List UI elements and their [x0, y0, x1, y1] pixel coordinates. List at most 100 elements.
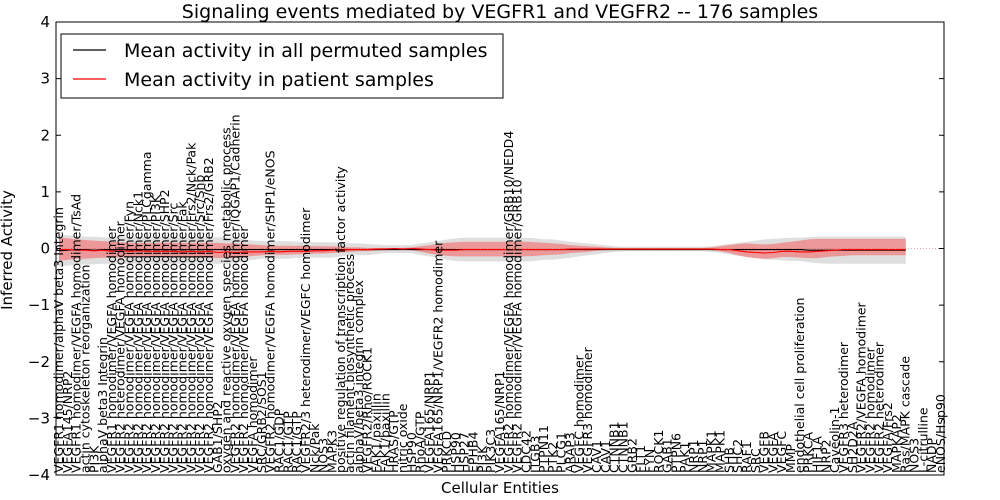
category-label: VEGFA165/NRP1 — [421, 371, 436, 473]
category-label: FAK1/paxillin — [369, 393, 384, 473]
y-tick-label: −4 — [28, 466, 50, 484]
category-label: PI3K — [474, 445, 489, 473]
category-label: EPHB4 — [466, 432, 481, 473]
category-label: oxygen and reactive oxygen species metab… — [219, 127, 234, 473]
category-label: VEGFR2 homodimer/VEGFA homodimer/PLCgamm… — [139, 151, 154, 473]
category-label: VEGFA homodimer — [245, 356, 260, 473]
category-label: VEGFR2 homodimer/VEGFA homodimer/Fyn — [122, 201, 137, 473]
category-label: VEGFR2/3 heterodimer/VEGFC homodimer — [298, 207, 313, 473]
category-label: CDC42 — [519, 430, 534, 473]
category-label: FAK1/paxillin — [377, 393, 392, 473]
category-label: RAF1 — [739, 441, 754, 473]
category-label: VEGFR2 homodimer — [862, 346, 877, 473]
category-label: HSP90 — [448, 432, 463, 473]
category-label: MAPK3 — [324, 430, 339, 473]
category-label: HSP27 — [457, 432, 472, 473]
category-label: VEGFR2 homodimer/VEGFA homodimer — [236, 226, 251, 473]
category-label: VEGFA165/NRP1/VEGFR2 homodimer — [430, 240, 445, 473]
category-label: RAC1/GTP — [289, 411, 304, 473]
category-label: VEGFR1 homodimer/VEGFA homodimer — [104, 226, 119, 473]
category-label: VEGFR2/VEGFA homodimer — [854, 301, 869, 473]
category-label: ITGB3 — [527, 435, 542, 473]
x-axis-label: Cellular Entities — [441, 479, 559, 497]
legend-label-patient: Mean activity in patient samples — [124, 69, 434, 91]
category-label: VEGFA/Frs2 — [880, 402, 895, 473]
chart-title: Signaling events mediated by VEGFR1 and … — [182, 1, 818, 23]
category-label: actin filament biosynthetic process — [342, 254, 357, 473]
legend-label-permuted: Mean activity in all permuted samples — [124, 40, 487, 62]
category-label: VEGFR2 homodimer/VEGFA homodimer/Fak — [175, 201, 190, 473]
category-label: Caveolin-1 — [827, 407, 842, 473]
category-label: CAV1 — [598, 440, 613, 473]
category-label: VEGFR2 homodimer/VEGFA homodimer/GRB10/N… — [501, 131, 516, 473]
category-label: VEGFR2 homodimer/VEGFA homodimer/Src — [166, 203, 181, 473]
category-label: MAPK1 — [713, 430, 728, 473]
category-label: FYN — [642, 449, 657, 473]
category-label: CAV1 — [589, 440, 604, 473]
category-label: eNOS/Hsp90 — [933, 394, 948, 473]
category-label: GAB1 — [660, 438, 675, 473]
category-label: ARAP3 — [563, 432, 578, 473]
category-label: VEGFC homodimer — [571, 354, 586, 473]
category-label: VEGFR2 homodimer/VEGFA homodimer/IQGAP1/… — [227, 114, 242, 473]
y-axis-label: Inferred Activity — [0, 190, 16, 310]
category-label: Nck/Pak — [307, 423, 322, 473]
category-label: NOS3 — [316, 438, 331, 473]
category-label: VEGFA — [765, 432, 780, 473]
plot-frame — [55, 21, 945, 476]
category-label: VEGFR2 homodimer/VEGFA homodimer/GRB10 — [510, 179, 525, 473]
category-label: VEGFR1 homodimer/alphaV beta3 Integrin — [51, 207, 66, 473]
legend-box — [60, 33, 504, 99]
category-label: PIK3C3 — [483, 429, 498, 473]
category-label: VEGFR2 homodimer/VEGFA homodimer/Src/Shb — [192, 175, 207, 473]
category-label: CTNNB1 — [607, 421, 622, 473]
category-label: SHB — [721, 447, 736, 473]
y-tick-label: −3 — [28, 409, 50, 427]
category-label: VEGFC — [774, 431, 789, 473]
category-label: PLCG1 — [554, 432, 569, 473]
patient-mean-line — [59, 247, 906, 254]
category-label: NRP2 — [818, 439, 833, 473]
category-label: HIF1A — [810, 436, 825, 473]
category-label: VEGFA145/NRP2 — [60, 371, 75, 473]
category-label: alphaV/beta3 integrin complex — [351, 280, 366, 473]
category-label: NOS3 — [907, 438, 922, 473]
category-labels: VEGFR1 homodimer/alphaV beta3 IntegrinVE… — [51, 114, 948, 473]
category-label: PRKCD — [439, 431, 454, 473]
category-label: CTNNB1 — [616, 421, 631, 473]
category-label: VEGFA165/NRP1 — [492, 371, 507, 473]
category-label: VEGFR2 heterodimer/VEGFA homodimer — [113, 220, 128, 473]
category-label: MMP — [783, 443, 798, 473]
category-label: RAC1/GDP — [272, 408, 287, 473]
category-label: positive regulation of transcription fac… — [333, 166, 348, 473]
category-label: Ras/MAPK cascade — [898, 356, 913, 473]
category-label: GAB1/SHP2 — [210, 401, 225, 473]
y-tick-label: 1 — [40, 183, 50, 201]
category-label: SH2D2A — [845, 421, 860, 473]
category-label: PTPN6 — [668, 433, 683, 473]
category-label: NADP — [924, 437, 939, 473]
category-label: PRKCA — [801, 432, 816, 473]
category-label: endothelial cell proliferation — [792, 298, 807, 473]
y-tick-label: −2 — [28, 353, 50, 371]
category-label: ROCK1 — [651, 430, 666, 473]
category-label: SRC/GRB2/SOS1 — [254, 371, 269, 473]
category-label: MAPKAP2 — [889, 414, 904, 473]
category-label: RAC1/GTP — [280, 411, 295, 473]
category-label: SHC2 — [730, 439, 745, 473]
category-label: GRB2 — [624, 438, 639, 473]
category-label: VEGFR2 heterodimer — [871, 341, 886, 473]
category-label: PI3K — [86, 445, 101, 473]
category-label: HSP90 — [404, 432, 419, 473]
category-label: L-citrulline — [915, 407, 930, 473]
category-label: SRC — [748, 448, 763, 473]
category-label: VEGFR3 homodimer — [580, 346, 595, 473]
category-label: MAPK1 — [704, 430, 719, 473]
legend: Mean activity in all permuted samples Me… — [60, 33, 504, 99]
category-label: VEGFR2 homodimer/VEGFA homodimer/Frs2/Nc… — [183, 142, 198, 473]
category-label: actin cytoskeleton reorganization — [78, 265, 93, 474]
category-label: nitric oxide — [395, 403, 410, 473]
category-label: VEGFR2 homodimer/VEGFA homodimer/SHP1/eN… — [263, 150, 278, 473]
category-label: VEGFR2 homodimer/VEGFA homodimer/Nck1 — [130, 191, 145, 473]
